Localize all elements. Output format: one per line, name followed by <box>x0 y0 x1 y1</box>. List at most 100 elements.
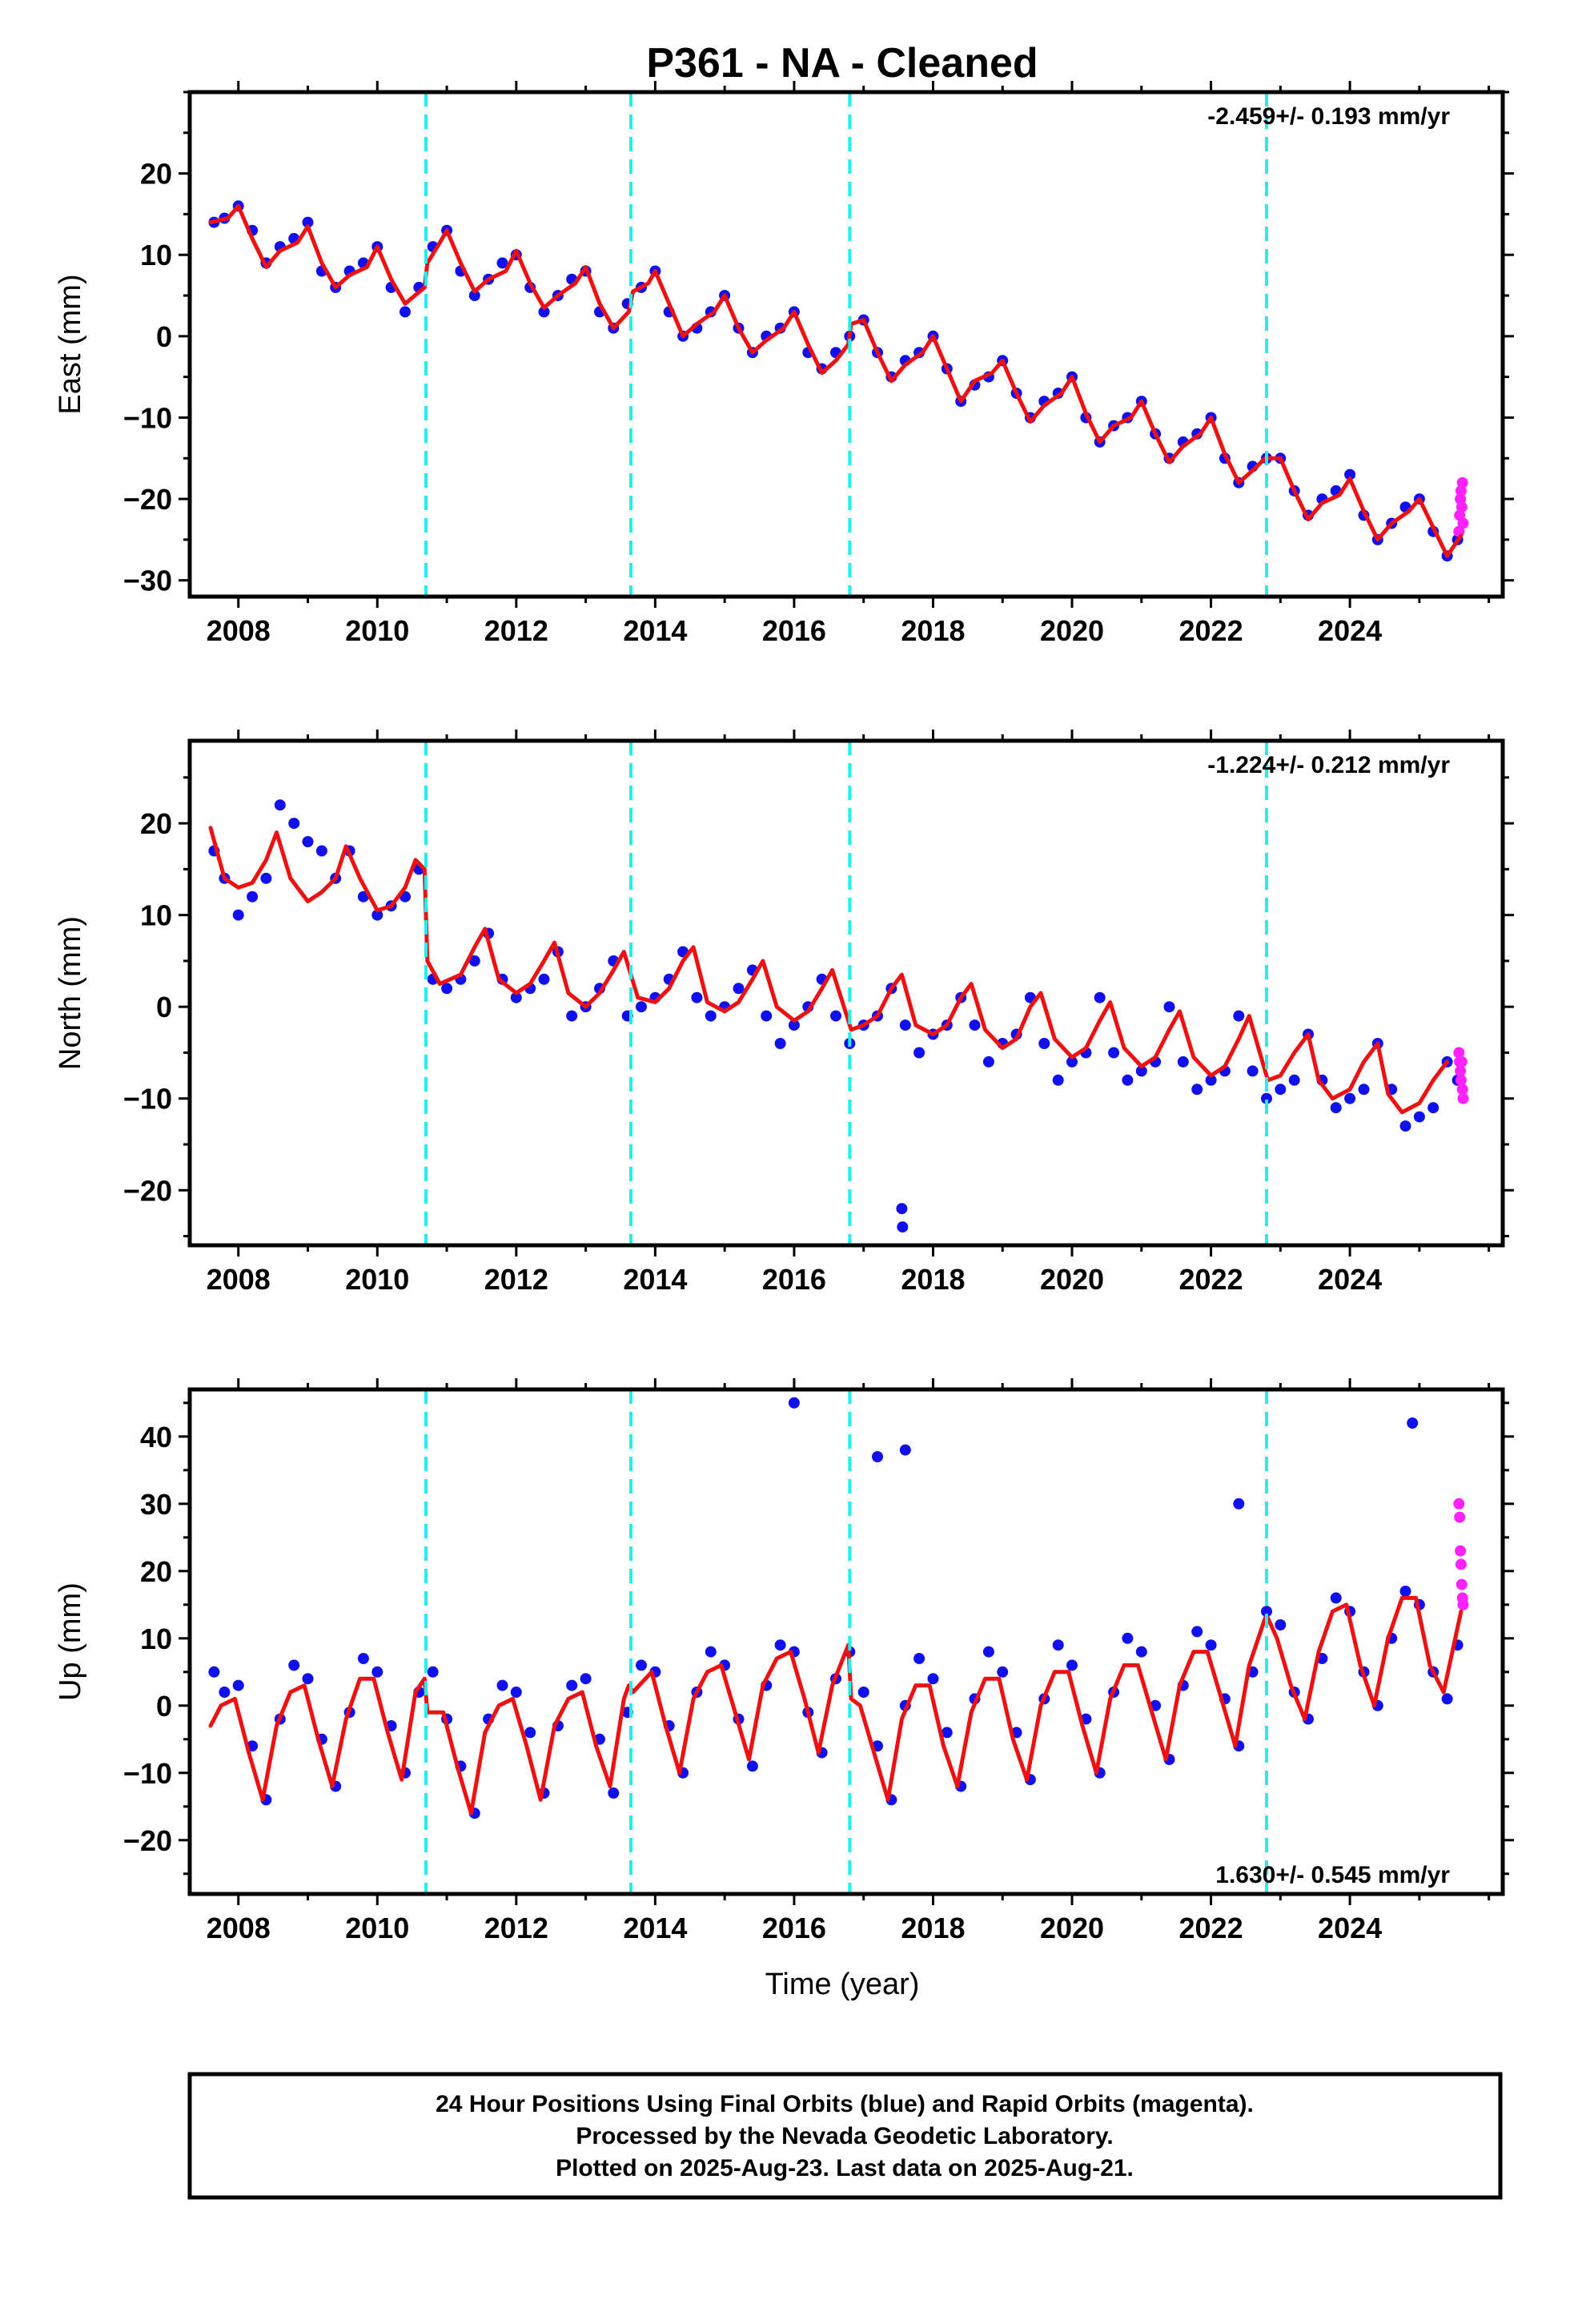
final-orbit-point <box>468 955 480 967</box>
y-tick-label: 20 <box>140 807 172 840</box>
final-orbit-point <box>1330 1592 1342 1604</box>
final-orbit-point <box>288 818 300 830</box>
east-panel: 2008 2010 2012 2014 2016 2018 2020 2022 2024−30−… <box>54 81 1514 647</box>
x-tick-label: 2014 <box>623 1912 687 1944</box>
x-tick-label: 2014 <box>623 1263 687 1296</box>
rapid-orbit-point <box>1453 1498 1465 1510</box>
final-orbit-point <box>371 1666 383 1678</box>
plot-frame <box>187 90 1505 599</box>
final-orbit-point <box>897 1221 909 1233</box>
footer-line-2: Processed by the Nevada Geodetic Laborat… <box>576 2123 1113 2149</box>
final-orbit-point <box>1066 1659 1078 1671</box>
x-axis-label: Time (year) <box>765 1968 920 2001</box>
x-tick-label: 2012 <box>484 614 548 647</box>
final-orbit-point <box>1122 1632 1134 1644</box>
rapid-orbit-point <box>1455 1065 1467 1077</box>
final-orbit-point <box>1205 1074 1217 1086</box>
x-tick-label: 2018 <box>901 1912 965 1944</box>
rapid-orbit-point <box>1455 1545 1467 1557</box>
rapid-orbit-point <box>1457 1092 1469 1104</box>
final-orbit-point <box>524 1727 536 1739</box>
model-line <box>208 1595 1464 1815</box>
plot-area <box>208 1389 1469 1894</box>
x-tick-label: 2024 <box>1318 1912 1382 1944</box>
final-orbit-point <box>1344 468 1356 480</box>
final-orbit-point <box>315 845 327 857</box>
x-tick-label: 2016 <box>762 1912 826 1944</box>
final-orbit-point <box>1275 1084 1287 1096</box>
final-orbit-point <box>982 1055 994 1068</box>
final-orbit-point <box>510 1687 522 1698</box>
final-orbit-point <box>746 1760 758 1772</box>
x-tick-label: 2008 <box>207 614 271 647</box>
final-orbit-point <box>232 1679 244 1691</box>
final-orbit-point <box>1288 1074 1300 1086</box>
final-orbit-point <box>371 909 383 921</box>
y-tick-label: 10 <box>140 239 172 271</box>
final-orbit-point <box>896 1203 908 1215</box>
plot-frame <box>187 738 1505 1248</box>
final-orbit-point <box>538 973 550 985</box>
final-orbit-point <box>1413 1111 1425 1123</box>
final-orbit-point <box>1275 1619 1287 1630</box>
final-orbit-point <box>691 991 703 1003</box>
final-orbit-point <box>969 1019 981 1031</box>
final-orbit-point <box>1233 1498 1245 1510</box>
x-tick-label: 2016 <box>762 1263 826 1296</box>
x-tick-label: 2012 <box>484 1263 548 1296</box>
final-orbit-point <box>872 1451 883 1462</box>
final-orbit-point <box>636 1001 647 1013</box>
final-orbit-point <box>427 1666 439 1678</box>
final-orbit-point <box>441 983 453 995</box>
final-orbit-point <box>302 1673 314 1685</box>
final-orbit-point <box>774 1639 786 1651</box>
x-tick-label: 2020 <box>1040 1263 1104 1296</box>
final-orbit-point <box>1247 1065 1259 1077</box>
y-tick-label: 20 <box>140 1555 172 1588</box>
y-axis-label: North (mm) <box>54 916 87 1070</box>
final-orbit-point <box>857 1687 869 1698</box>
final-orbit-point <box>1344 1092 1356 1104</box>
final-orbit-point <box>1135 1065 1147 1077</box>
y-tick-label: −30 <box>123 565 172 597</box>
final-orbit-point <box>997 1666 1009 1678</box>
footer-line-1: 24 Hour Positions Using Final Orbits (bl… <box>436 2091 1254 2117</box>
y-tick-label: −10 <box>123 401 172 434</box>
y-tick-label: 30 <box>140 1488 172 1521</box>
final-orbit-point <box>208 1666 220 1678</box>
rapid-orbit-point <box>1456 476 1468 489</box>
final-orbit-point <box>830 1010 841 1022</box>
y-tick-label: 0 <box>156 320 172 353</box>
figure-title: P361 - NA - Cleaned <box>646 40 1038 86</box>
rapid-orbit-point <box>1453 1047 1465 1059</box>
x-tick-label: 2024 <box>1318 1263 1382 1296</box>
final-orbit-point <box>496 257 508 269</box>
y-tick-label: 40 <box>140 1421 172 1454</box>
final-orbit-point <box>1205 1639 1217 1651</box>
final-orbit-point <box>636 1659 647 1671</box>
final-orbit-point <box>705 1646 717 1658</box>
x-tick-label: 2012 <box>484 1912 548 1944</box>
y-tick-label: −20 <box>123 1174 172 1207</box>
final-orbit-point <box>1261 1092 1272 1104</box>
final-orbit-point <box>274 799 286 811</box>
rapid-orbit-point <box>1455 1074 1467 1086</box>
rapid-orbit-point <box>1456 1084 1468 1096</box>
final-orbit-point <box>733 983 745 995</box>
final-orbit-point <box>788 1019 800 1031</box>
rate-label: 1.630+/- 0.545 mm/yr <box>1215 1862 1450 1888</box>
final-orbit-point <box>608 1787 620 1799</box>
plot-area <box>208 741 1469 1245</box>
final-orbit-point <box>302 216 314 228</box>
final-orbit-point <box>1191 1626 1203 1638</box>
x-tick-label: 2014 <box>623 614 687 647</box>
y-tick-label: 20 <box>140 158 172 191</box>
final-orbit-point <box>1191 1084 1203 1096</box>
final-orbit-point <box>357 1653 369 1664</box>
final-orbit-point <box>1038 1038 1050 1049</box>
final-orbit-point <box>927 1673 939 1685</box>
y-tick-label: 10 <box>140 899 172 932</box>
y-tick-label: 0 <box>156 1690 172 1723</box>
x-tick-label: 2020 <box>1040 1912 1104 1944</box>
model-line <box>208 203 1464 558</box>
